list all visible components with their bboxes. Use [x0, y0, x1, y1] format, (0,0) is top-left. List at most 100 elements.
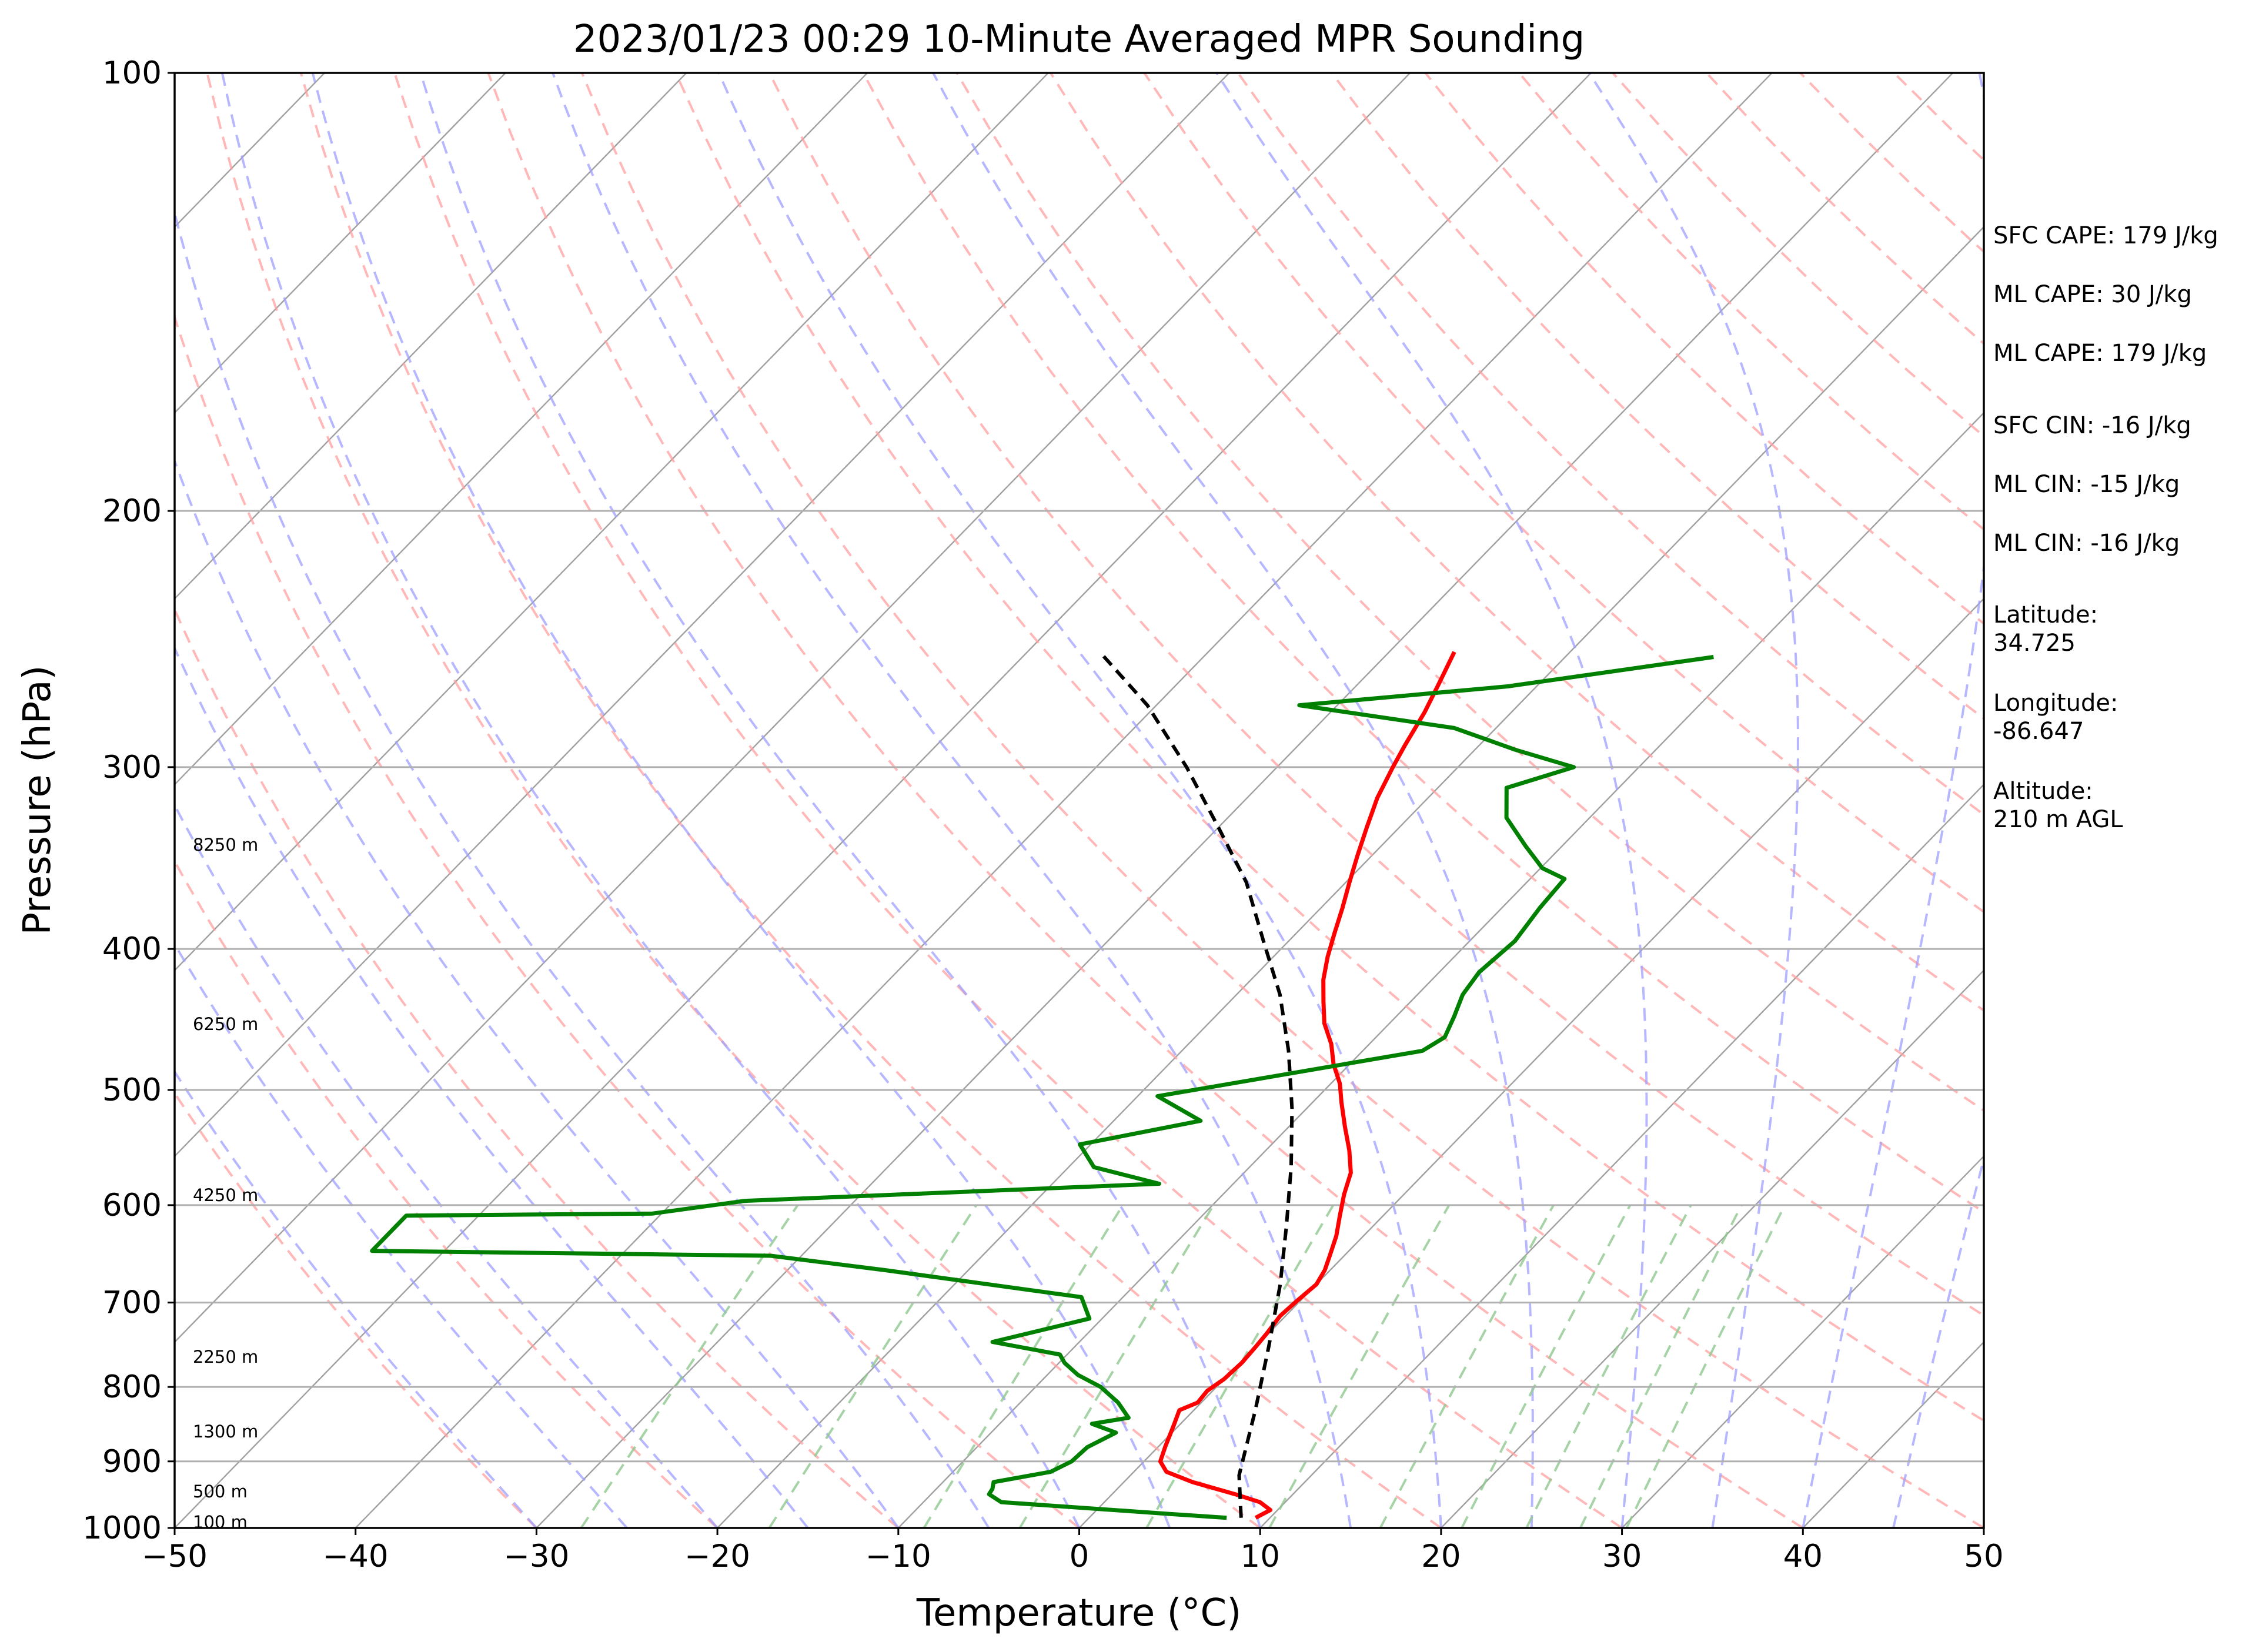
y-tick-label: 900	[102, 1444, 162, 1480]
isotherm-line	[355, 73, 1773, 1528]
dry-adiabat-line	[175, 313, 1080, 1528]
stats-panel: SFC CAPE: 179 J/kg ML CAPE: 30 J/kg ML C…	[1993, 222, 2218, 833]
isotherm-line	[536, 73, 1954, 1528]
moist-adiabat-line	[175, 1069, 537, 1528]
dry-adiabat-line	[175, 1091, 537, 1528]
y-tick-label: 200	[102, 493, 162, 529]
x-axis-ticks: −50 −40 −30 −20 −10 0 10 20 30 40 50	[142, 1528, 2004, 1574]
x-tick-label: −10	[865, 1539, 931, 1574]
ml-cape-text-2: ML CAPE: 179 J/kg	[1993, 340, 2207, 367]
mixing-ratio-line	[1145, 1204, 1335, 1528]
isotherm-line	[175, 73, 1411, 1343]
temperature-profile	[1158, 651, 1456, 1520]
x-axis-label: Temperature (°C)	[916, 1591, 1241, 1635]
x-tick-label: 40	[1783, 1539, 1823, 1574]
y-tick-label: 500	[102, 1072, 162, 1108]
height-labels: 8250 m 6250 m 4250 m 2250 m 1300 m 500 m…	[193, 835, 258, 1532]
height-label-4250: 4250 m	[193, 1185, 258, 1205]
isotherm-line	[1259, 783, 1984, 1528]
longitude-label: Longitude:	[1993, 690, 2118, 717]
moist-adiabat-line	[1588, 73, 1799, 1528]
ml-cin-text-2: ML CIN: -16 J/kg	[1993, 530, 2180, 557]
moist-adiabat-line	[717, 73, 1442, 1528]
moist-adiabat-line	[311, 73, 1171, 1528]
altitude-label: Altitude:	[1993, 778, 2093, 805]
dry-adiabat-line	[674, 73, 1984, 1422]
moist-adiabat-line	[175, 208, 990, 1528]
dry-adiabat-line	[955, 73, 1984, 1112]
isotherm-line	[175, 73, 1230, 1158]
x-tick-label: 10	[1240, 1539, 1279, 1574]
isotherm-line	[175, 73, 687, 600]
isotherm-line	[175, 73, 506, 414]
y-tick-label: 100	[102, 55, 162, 91]
y-tick-label: 800	[102, 1369, 162, 1405]
dewpoint-profile	[370, 655, 1714, 1520]
mixing-ratio-line	[1268, 1204, 1451, 1528]
dry-adiabat-line	[206, 73, 1261, 1528]
moist-adiabat-line	[932, 73, 1534, 1528]
x-tick-label: −30	[503, 1539, 569, 1574]
isotherm-line	[1621, 1155, 1984, 1528]
latitude-value: 34.725	[1993, 630, 2076, 657]
isotherm-line	[1441, 969, 1984, 1528]
moist-adiabat-line	[1215, 73, 1648, 1528]
mixing-ratio-line	[768, 1204, 978, 1528]
y-axis-ticks: 100 200 300 400 500 600 700 800 900 1000	[82, 55, 175, 1546]
moist-adiabat-line	[175, 457, 900, 1528]
moist-adiabat-line	[220, 73, 1081, 1528]
y-tick-label: 1000	[82, 1510, 162, 1546]
mixing-ratio-line	[923, 1204, 1124, 1528]
series-group	[370, 650, 1714, 1520]
isotherm-line	[897, 412, 1984, 1528]
isotherm-line	[717, 226, 1984, 1528]
isotherm-line	[175, 73, 1049, 972]
x-tick-label: −20	[684, 1539, 750, 1574]
moist-adiabat-line	[419, 73, 1262, 1528]
x-tick-label: −40	[323, 1539, 389, 1574]
altitude-value: 210 m AGL	[1993, 806, 2123, 833]
x-tick-label: 30	[1602, 1539, 1642, 1574]
moist-adiabat-line	[175, 942, 628, 1528]
dry-adiabat-line	[580, 73, 1984, 1528]
moist-adiabat-line	[552, 73, 1352, 1528]
moist-adiabat-line	[1802, 73, 1984, 1528]
mixing-ratio-line	[1625, 1204, 1786, 1528]
moist-adiabat-line	[175, 802, 719, 1528]
dry-adiabat-line	[393, 73, 1623, 1528]
moist-adiabat-line	[175, 645, 809, 1528]
height-label-1300: 1300 m	[193, 1422, 258, 1442]
y-axis-label: Pressure (hPa)	[16, 665, 59, 935]
height-label-100: 100 m	[193, 1512, 248, 1532]
y-tick-label: 700	[102, 1285, 162, 1321]
x-tick-label: 0	[1070, 1539, 1090, 1574]
sfc-cin-text: SFC CIN: -16 J/kg	[1993, 412, 2191, 439]
dry-adiabat-line	[299, 73, 1442, 1528]
ml-cape-text-1: ML CAPE: 30 J/kg	[1993, 281, 2192, 308]
height-label-2250: 2250 m	[193, 1347, 258, 1367]
height-label-6250: 6250 m	[193, 1014, 258, 1034]
sfc-cape-text: SFC CAPE: 179 J/kg	[1993, 222, 2218, 249]
ml-cin-text-1: ML CIN: -15 J/kg	[1993, 471, 2180, 498]
isotherm-line	[175, 73, 868, 786]
dry-adiabat-line	[1050, 73, 1984, 1012]
dry-adiabat-line	[487, 73, 1804, 1528]
background-lines	[175, 73, 1984, 1528]
dry-adiabat-line	[175, 607, 900, 1528]
mixing-ratio-line	[1525, 1204, 1692, 1528]
dry-adiabat-line	[1237, 73, 1984, 817]
y-tick-label: 400	[102, 931, 162, 967]
isotherm-line	[175, 73, 1592, 1528]
dry-adiabat-line	[175, 859, 719, 1528]
y-tick-label: 600	[102, 1188, 162, 1223]
latitude-label: Latitude:	[1993, 601, 2098, 628]
y-tick-label: 300	[102, 750, 162, 785]
parcel-path	[1098, 650, 1294, 1518]
mixing-ratio-line	[1579, 1204, 1743, 1528]
chart-title: 2023/01/23 00:29 10-Minute Averaged MPR …	[573, 18, 1585, 61]
x-tick-label: 20	[1421, 1539, 1461, 1574]
mixing-ratio-line	[1018, 1204, 1215, 1528]
height-label-8250: 8250 m	[193, 835, 258, 855]
x-tick-label: 50	[1964, 1539, 2003, 1574]
